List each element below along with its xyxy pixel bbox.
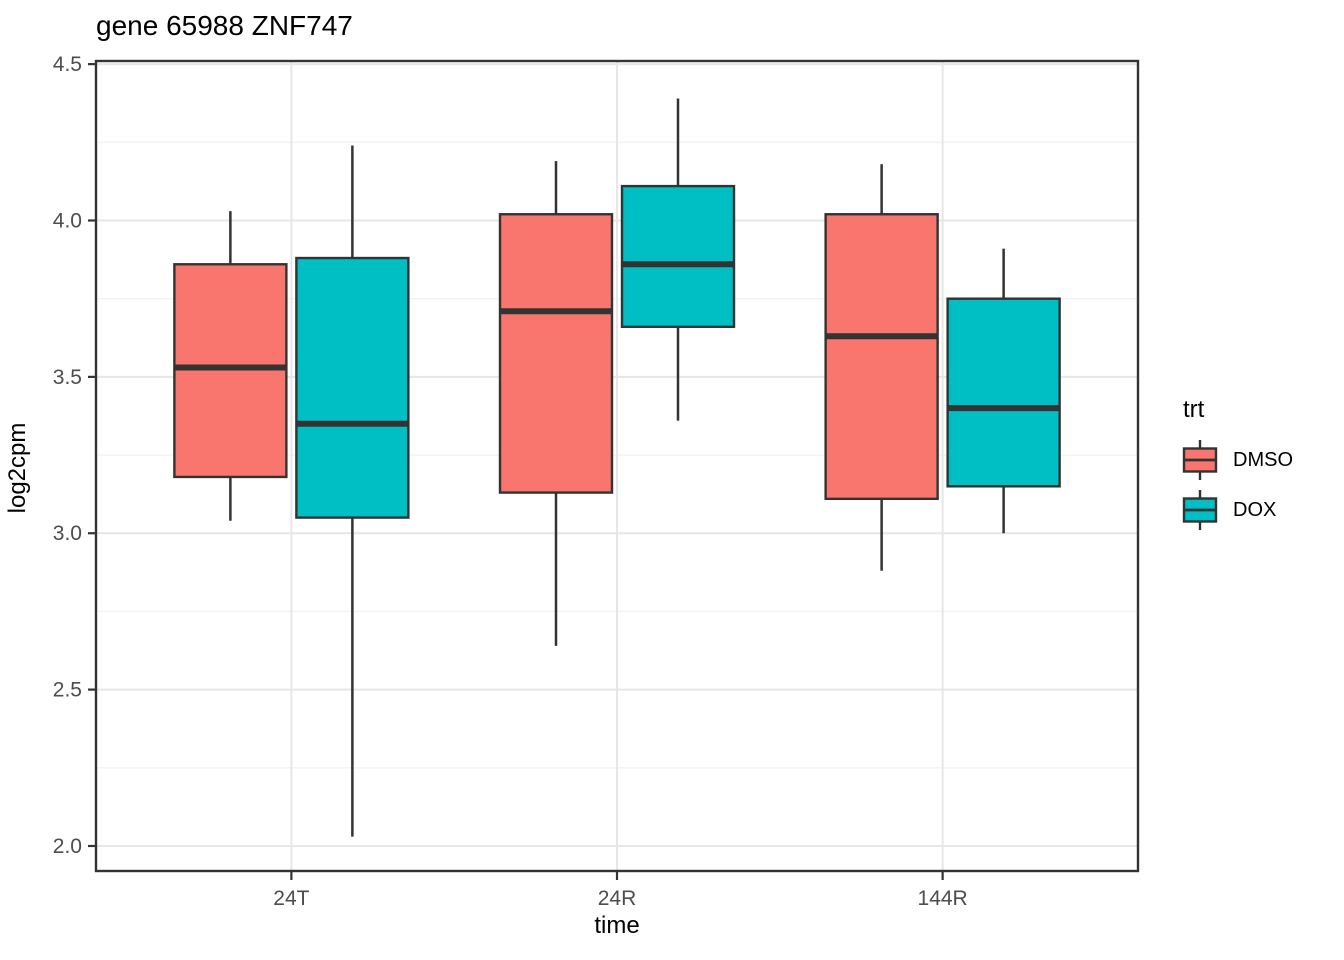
legend-item-DMSO: DMSO xyxy=(1181,438,1293,482)
y-tick-label: 4.0 xyxy=(53,209,82,232)
chart-title: gene 65988 ZNF747 xyxy=(96,10,353,41)
box-DOX-144R xyxy=(946,297,1061,488)
boxplot-key-icon xyxy=(1182,440,1218,480)
box-DMSO-24T xyxy=(173,263,288,479)
y-tick-label: 3.5 xyxy=(53,366,82,389)
x-tick-label: 24R xyxy=(598,887,637,910)
y-tick-label: 3.0 xyxy=(53,522,82,545)
legend-item-DOX: DOX xyxy=(1181,488,1293,532)
y-tick-label: 2.0 xyxy=(53,835,82,858)
box-DOX-24T xyxy=(295,256,410,519)
boxplot-key-icon xyxy=(1182,490,1218,530)
x-tick-label: 24T xyxy=(273,887,309,910)
y-tick-label: 4.5 xyxy=(53,53,82,76)
x-tick-label: 144R xyxy=(918,887,968,910)
legend: trt DMSO DOX xyxy=(1181,396,1293,538)
y-tick-label: 2.5 xyxy=(53,679,82,702)
legend-label: DOX xyxy=(1233,498,1277,521)
panel-border xyxy=(94,59,1140,873)
box-DMSO-24R xyxy=(498,213,614,494)
y-axis-title: log2cpm xyxy=(4,422,31,514)
legend-label: DMSO xyxy=(1233,448,1293,471)
x-axis-title: time xyxy=(594,912,640,939)
box-DMSO-144R xyxy=(824,213,939,501)
box-DOX-24R xyxy=(620,184,736,329)
legend-title: trt xyxy=(1183,396,1205,423)
legend-items: DMSO DOX xyxy=(1181,438,1293,538)
